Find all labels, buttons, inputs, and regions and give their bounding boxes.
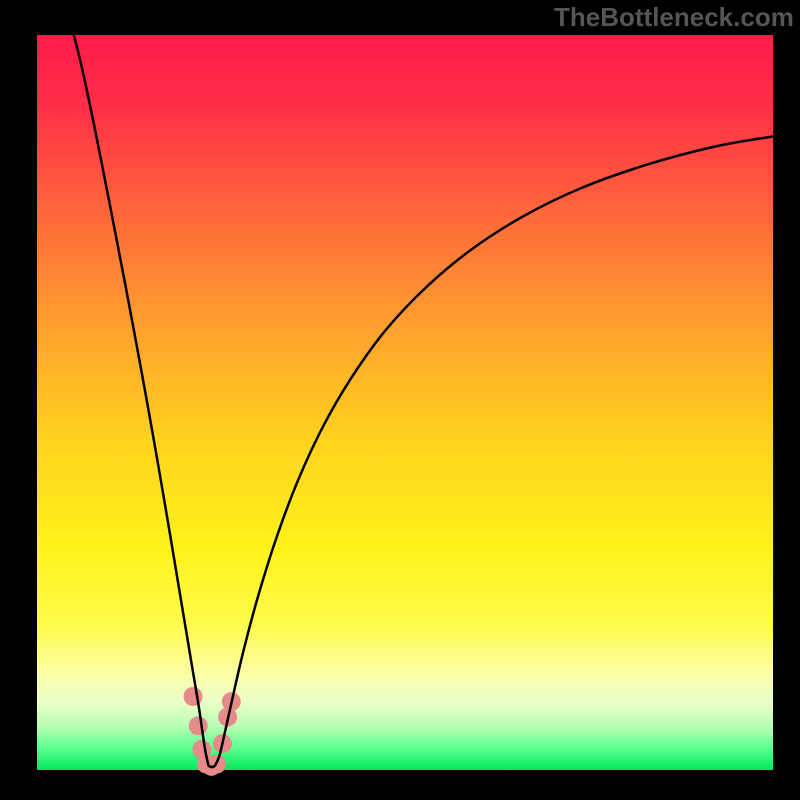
curve-overlay-svg xyxy=(0,0,800,800)
watermark-label: TheBottleneck.com xyxy=(554,2,794,33)
bottom-marker-dot xyxy=(189,716,208,735)
bottom-marker-dot xyxy=(184,687,203,706)
bottleneck-curve-line xyxy=(74,35,773,767)
